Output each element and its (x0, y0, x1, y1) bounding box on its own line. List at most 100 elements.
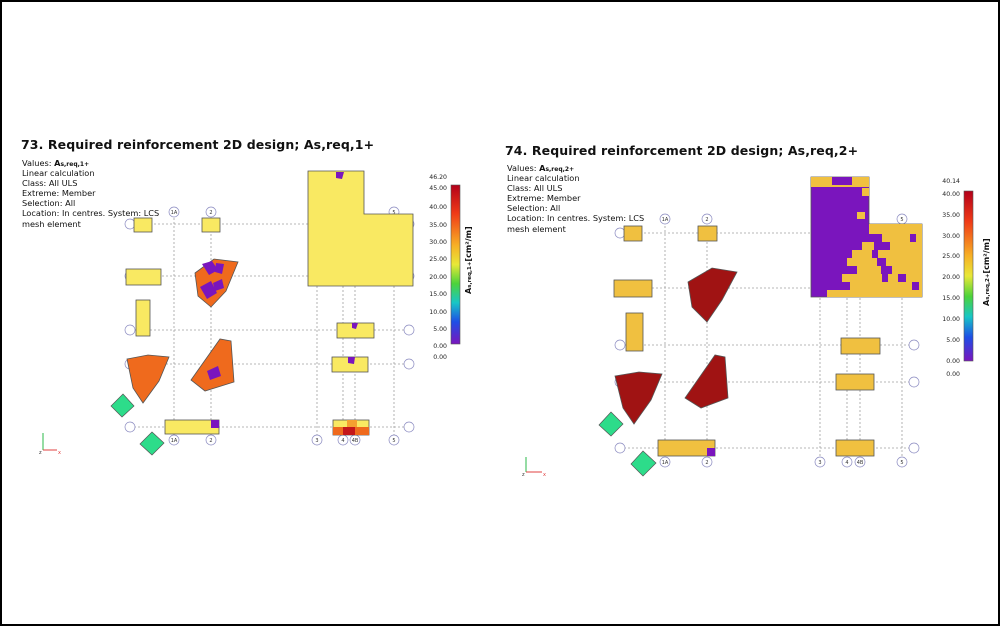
orange-patches (811, 177, 922, 297)
peak-patch (352, 323, 358, 329)
info-line: Selection: All (22, 198, 76, 209)
legend-ticks: 40.14 40.00 35.00 30.00 25.00 20.00 15.0… (942, 178, 960, 378)
grid-label-bottom: 2 (705, 460, 708, 466)
info-line: Selection: All (507, 203, 561, 214)
legend-ticks: 46.20 45.00 40.00 35.00 30.00 25.00 20.0… (429, 174, 447, 361)
drawing-73: 1A 2 3 4 4B 5 1A 2 3 4 4B 5 (39, 170, 473, 456)
pad (697, 225, 718, 242)
legend-tick: 15.00 (942, 295, 960, 302)
panel-title: 74. Required reinforcement 2D design; As… (505, 143, 859, 158)
slab-top-right (307, 170, 414, 287)
grid-label-bottom: 5 (900, 460, 903, 466)
legend-tick: 5.00 (433, 326, 447, 333)
pad (133, 217, 153, 233)
legend-axis-title: As,req,1+[cm²/m] (464, 226, 473, 294)
info-line: Class: All ULS (22, 178, 78, 189)
teal-column (110, 393, 135, 418)
grid-label-bottom: 4B (857, 460, 864, 466)
column-head (126, 354, 170, 404)
grid-label-bottom: 3 (818, 460, 821, 466)
grid-label-top: 2 (209, 210, 212, 216)
panel-title: 73. Required reinforcement 2D design; As… (21, 137, 375, 152)
legend-tick: 25.00 (942, 253, 960, 260)
pad (840, 337, 881, 355)
axis-z: z (522, 472, 525, 478)
info-line: Location: In centres. System: LCS (22, 208, 160, 219)
grid-label-bottom: 1A (662, 460, 669, 466)
teal-column (139, 431, 165, 456)
legend-tick: 0.00 (946, 371, 960, 378)
peak-patch (707, 448, 715, 456)
info-block: Values: As,req,2+ Linear calculation Cla… (507, 163, 644, 234)
pad (613, 279, 653, 298)
legend-tick: 20.00 (429, 274, 447, 281)
legend-tick: 35.00 (429, 222, 447, 229)
axis-glyph: z x (39, 433, 61, 456)
pad (135, 299, 151, 337)
legend-tick: 20.00 (942, 274, 960, 281)
hot-patch (343, 427, 355, 435)
pad (125, 268, 162, 286)
peak-patch (336, 172, 344, 179)
panel-74: 74. Required reinforcement 2D design; As… (502, 2, 998, 624)
info-line: Extreme: Member (507, 193, 581, 204)
info-line: Location: In centres. System: LCS (507, 213, 645, 224)
info-line: Class: All ULS (507, 183, 563, 194)
grid-label-bottom: 4B (352, 438, 359, 444)
legend-tick: 30.00 (429, 239, 447, 246)
info-line: mesh element (22, 218, 81, 229)
pad (625, 312, 644, 352)
values-label: Values: (22, 158, 55, 168)
axis-glyph: z x (522, 457, 546, 478)
legend-tick: 30.00 (942, 233, 960, 240)
legend-tick: 0.00 (433, 354, 447, 361)
pad (835, 439, 875, 457)
legend-tick: 5.00 (946, 337, 960, 344)
legend-tick: 10.00 (429, 309, 447, 316)
axis-x: x (543, 472, 546, 478)
peak-patch (213, 279, 224, 291)
info-line: Linear calculation (507, 173, 580, 184)
peak-patch (207, 366, 221, 380)
column-head (190, 338, 235, 392)
info-line: mesh element (507, 223, 566, 234)
teal-column (598, 411, 624, 437)
grid-label-bottom: 4 (845, 460, 848, 466)
pad (835, 373, 875, 391)
pad (623, 225, 643, 242)
grid-label-bottom: 2 (209, 438, 212, 444)
pad (164, 419, 220, 435)
grid-label-top: 5 (392, 210, 395, 216)
legend-tick: 15.00 (429, 291, 447, 298)
peak-patch (211, 420, 219, 428)
column-head (687, 267, 738, 323)
legend-colorbar (450, 184, 461, 345)
legend-tick: 40.00 (942, 191, 960, 198)
peak-patch (202, 261, 218, 275)
legend-tick: 45.00 (429, 185, 447, 192)
legend-axis-title: As,req,2+[cm²/m] (982, 238, 991, 306)
grid-label-bottom: 5 (392, 438, 395, 444)
hot-patch (333, 427, 343, 435)
legend-73: 46.20 45.00 40.00 35.00 30.00 25.00 20.0… (429, 174, 473, 361)
legend-tick: 35.00 (942, 212, 960, 219)
legend-colorbar (963, 190, 974, 362)
grid-label-top: 1A (662, 217, 669, 223)
legend-tick: 25.00 (429, 256, 447, 263)
column-head (684, 354, 729, 409)
values-line: Values: As,req,1+ (22, 158, 159, 168)
legend-max: 46.20 (429, 174, 447, 181)
grid-label-top: 2 (705, 217, 708, 223)
values-line: Values: As,req,2+ (507, 163, 644, 173)
peak-patch (348, 357, 355, 364)
grid-label-bottom: 3 (315, 438, 318, 444)
values-main: A (54, 158, 61, 168)
legend-max: 40.14 (942, 178, 960, 185)
values-label: Values: (507, 163, 540, 173)
values-sub: s,req,2+ (545, 166, 575, 173)
grid-label-top: 5 (900, 217, 903, 223)
panel-73: 73. Required reinforcement 2D design; As… (2, 2, 502, 624)
values-sub: s,req,1+ (60, 161, 90, 168)
info-block: Values: As,req,1+ Linear calculation Cla… (22, 158, 159, 229)
